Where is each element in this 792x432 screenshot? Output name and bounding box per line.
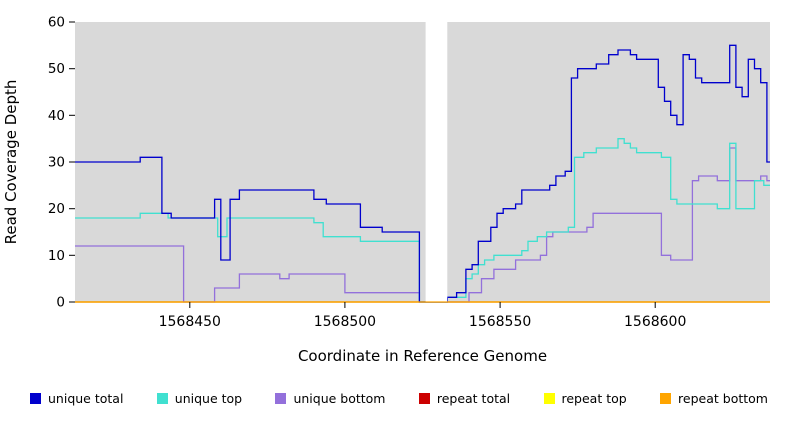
x-axis-title: Coordinate in Reference Genome	[297, 347, 548, 365]
x-tick-label: 1568450	[159, 314, 221, 330]
x-tick-label: 1568500	[314, 314, 376, 330]
y-tick-label: 30	[48, 155, 65, 171]
legend-swatch-unique-bottom	[275, 393, 287, 404]
masked-gap-region	[425, 22, 448, 302]
legend-item-unique-top: unique top	[156, 391, 243, 406]
x-tick-label: 1568550	[469, 314, 531, 330]
legend-swatch-unique-total	[30, 393, 41, 404]
legend-swatch-repeat-top	[543, 393, 555, 404]
plot-panel	[75, 22, 770, 302]
legend-label: repeat total	[436, 391, 511, 406]
legend-item-repeat-total: repeat total	[418, 391, 511, 406]
y-axis-title: Read Coverage Depth	[2, 80, 20, 245]
y-tick-label: 40	[48, 108, 65, 124]
legend-label: unique bottom	[293, 391, 386, 406]
legend-item-unique-bottom: unique bottom	[275, 391, 386, 406]
y-tick-label: 50	[48, 61, 65, 77]
y-tick-label: 20	[48, 201, 65, 217]
legend-label: unique top	[174, 391, 243, 406]
series-line-unique-top	[75, 138, 770, 303]
legend-item-repeat-top: repeat top	[543, 391, 627, 406]
y-tick-label: 60	[48, 15, 65, 31]
legend-swatch-repeat-total	[418, 393, 430, 404]
y-tick-label: 10	[48, 248, 65, 264]
legend-item-repeat-bottom: repeat bottom	[660, 391, 768, 406]
legend-item-unique-total: unique total	[30, 391, 123, 406]
legend-label: repeat bottom	[678, 391, 768, 406]
legend-label: repeat top	[561, 391, 627, 406]
x-tick-label: 1568600	[624, 314, 686, 330]
series-line-unique-bottom	[75, 147, 770, 303]
legend-label: unique total	[48, 391, 124, 406]
y-tick-label: 0	[56, 295, 65, 311]
legend-swatch-unique-top	[156, 393, 168, 404]
series-line-unique-total	[75, 44, 770, 303]
legend: unique total unique top unique bottom repea…	[0, 391, 792, 406]
coverage-chart: 0 10 20 30 40 50 60 1568450 1568500 1568550 156860…	[2, 15, 770, 330]
legend-swatch-repeat-bottom	[660, 393, 672, 404]
